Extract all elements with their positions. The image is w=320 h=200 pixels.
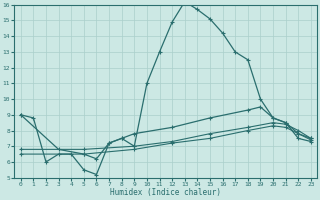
X-axis label: Humidex (Indice chaleur): Humidex (Indice chaleur) xyxy=(110,188,221,197)
